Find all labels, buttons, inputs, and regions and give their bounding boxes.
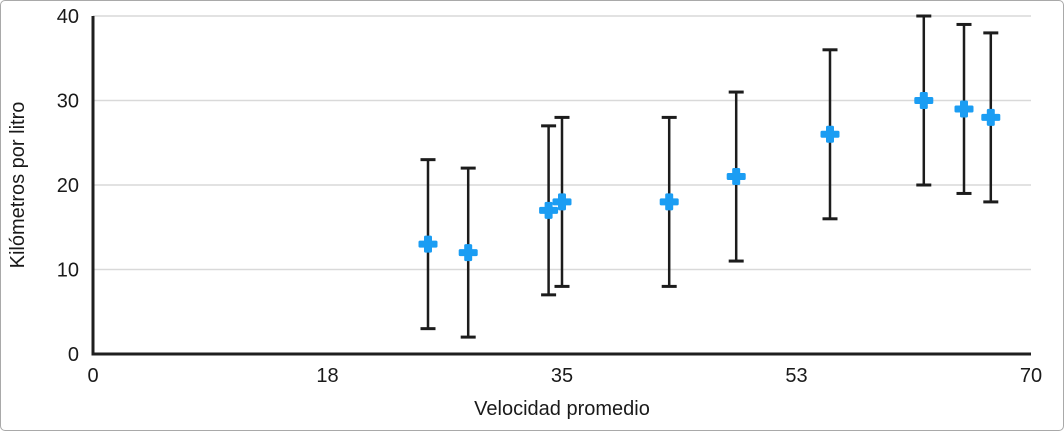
marker-plus-vertical [919,92,928,109]
marker-plus-vertical [558,193,566,211]
y-tick-label: 30 [57,91,79,113]
error-bars [420,14,999,339]
marker-plus-vertical [986,108,995,126]
y-tick-label: 0 [68,344,79,366]
data-point-marker [418,235,438,253]
x-tick-label: 18 [316,365,338,387]
marker-plus-vertical [424,235,432,253]
y-axis-title: Kilómetros por litro [7,102,29,269]
data-point-marker [726,168,746,186]
data-point-marker [820,125,840,143]
data-point-marker [659,193,679,211]
marker-plus-vertical [665,193,674,211]
marker-plus-vertical [826,125,834,143]
x-axis-tick-labels: 0 18 35 53 70 [87,365,1042,387]
data-point-markers [418,92,1001,262]
data-point-marker [954,100,974,118]
x-axis-title: Velocidad promedio [474,398,650,420]
data-point-marker [458,244,478,262]
data-point-marker [552,193,572,211]
data-point-marker [981,108,1001,126]
data-point-marker [539,201,559,219]
x-tick-label: 35 [551,365,573,387]
marker-plus-vertical [464,244,473,262]
y-tick-label: 10 [57,260,79,282]
y-axis-tick-labels: 0 10 20 30 40 [57,6,79,366]
marker-plus-vertical [544,201,553,219]
marker-plus-vertical [960,100,968,118]
y-tick-label: 40 [57,6,79,28]
y-tick-label: 20 [57,175,79,197]
axes [91,16,1031,356]
x-tick-label: 0 [87,365,98,387]
x-tick-label: 53 [785,365,807,387]
marker-plus-vertical [732,168,741,186]
x-tick-label: 70 [1020,365,1042,387]
data-point-marker [914,92,934,109]
